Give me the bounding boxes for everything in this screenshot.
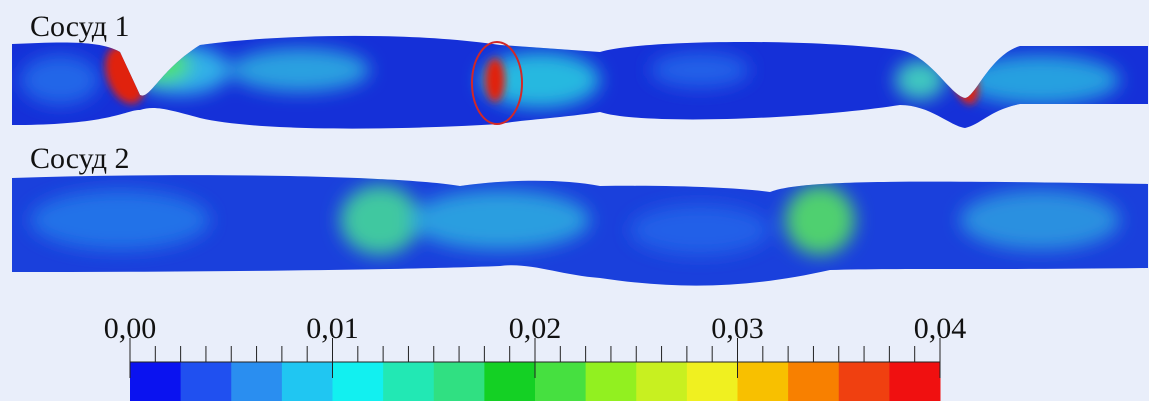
- vessel-1: [0, 20, 1149, 140]
- color-band: [434, 362, 485, 401]
- figure: Сосуд 1 Сосуд 2 0,0: [0, 0, 1149, 401]
- color-band: [586, 362, 637, 401]
- color-band: [788, 362, 839, 401]
- color-band: [535, 362, 586, 401]
- color-band: [687, 362, 738, 401]
- color-band: [333, 362, 384, 401]
- color-band: [839, 362, 890, 401]
- color-band: [636, 362, 687, 401]
- vessel-2: [0, 160, 1149, 300]
- color-band: [231, 362, 282, 401]
- vessel-label: Сосуд 1: [30, 10, 130, 43]
- color-band: [383, 362, 434, 401]
- tick-label: 0,04: [914, 312, 967, 345]
- color-band: [484, 362, 535, 401]
- tick-label: 0,02: [509, 312, 562, 345]
- tick-label: 0,03: [711, 312, 764, 345]
- color-band: [738, 362, 789, 401]
- color-band: [181, 362, 232, 401]
- tick-label: 0,00: [104, 312, 157, 345]
- colorbar: 0,00 0,01 0,02 0,03 0,04: [104, 312, 967, 401]
- tick-label: 0,01: [306, 312, 359, 345]
- vessel-label: Сосуд 2: [30, 142, 130, 175]
- color-band: [889, 362, 940, 401]
- color-band: [282, 362, 333, 401]
- color-band: [130, 362, 181, 401]
